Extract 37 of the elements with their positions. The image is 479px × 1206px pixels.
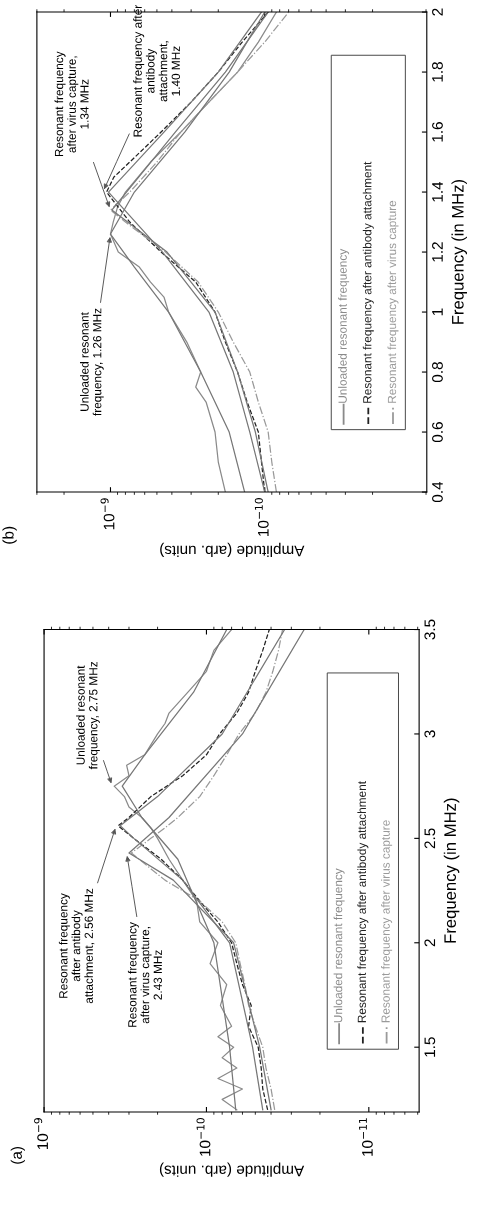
x-tick-label: 10$^{−10}$ [254, 498, 269, 536]
x-axis-title: Amplitude (arb. units) [160, 542, 305, 557]
y-tick-label: 1.8 [432, 62, 443, 82]
text: Resonant frequency after virus capture [387, 200, 399, 403]
text: (b) [2, 526, 17, 544]
annotation: Resonant frequency after virus capture, 1.34 MHz [54, 51, 89, 157]
y-tick-label: 3 [424, 730, 436, 738]
y-tick-label: 2 [432, 8, 443, 16]
text: (a) [10, 1146, 25, 1164]
text: Unloaded resonant frequency [333, 868, 345, 1023]
text: Resonant frequency after virus capture [381, 820, 393, 1023]
text: Resonant frequency after antibody attachment [357, 781, 369, 1023]
x-tick-label: 10$^{−10}$ [196, 1117, 211, 1156]
y-tick-label: 1.6 [432, 122, 443, 142]
annotation: Resonant frequency after antibody attachment, 1.40 MHz [133, 5, 180, 137]
y-tick-label: 2 [424, 939, 436, 947]
y-tick-label: 1.2 [432, 242, 443, 262]
y-tick-label: 0.8 [432, 362, 443, 383]
y-axis-title: Frequency (in MHz) [443, 798, 460, 943]
y-tick-label: 0.4 [432, 481, 443, 503]
y-tick-label: 1.5 [424, 1037, 436, 1057]
y-tick-label: 1.4 [432, 181, 443, 202]
x-axis-title: Amplitude (arb. units) [159, 1162, 305, 1177]
y-tick-label: 0.6 [432, 422, 443, 443]
annotation: Resonant frequency after virus capture, 2.43 MHz [127, 922, 162, 1027]
y-axis-title: Frequency (in MHz) [451, 179, 467, 324]
annotation: Unloaded resonant frequency, 2.75 MHz [76, 661, 100, 770]
text: Unloaded resonant frequency [338, 248, 350, 403]
annotation: Unloaded resonant frequency, 1.26 MHz [80, 308, 104, 416]
y-tick-label: 3.5 [424, 619, 436, 640]
x-tick-label: 10$^{−11}$ [359, 1118, 373, 1156]
y-tick-label: 1 [432, 308, 443, 316]
text: Resonant frequency after antibody attachment [362, 161, 374, 403]
annotation: Resonant frequency after antibody attachment, 2.56 MHz [58, 888, 95, 1004]
x-tick-label: 10$^{−9}$ [100, 498, 115, 530]
y-tick-label: 2.5 [424, 828, 436, 849]
x-tick-label: 10$^{−9}$ [34, 1118, 49, 1150]
